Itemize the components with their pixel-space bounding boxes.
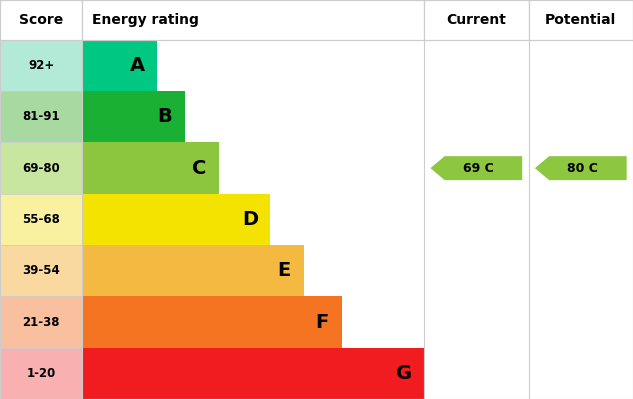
Text: Score: Score xyxy=(19,13,63,27)
Text: 69-80: 69-80 xyxy=(22,162,60,175)
Text: A: A xyxy=(130,56,145,75)
Text: 81-91: 81-91 xyxy=(22,111,60,123)
Bar xyxy=(529,0,633,40)
Bar xyxy=(424,0,529,40)
Bar xyxy=(82,348,424,399)
Polygon shape xyxy=(535,156,627,180)
Bar xyxy=(82,0,424,40)
Text: 55-68: 55-68 xyxy=(22,213,60,226)
Bar xyxy=(82,194,270,245)
Text: G: G xyxy=(396,364,412,383)
Bar xyxy=(0,296,82,348)
Text: Potential: Potential xyxy=(545,13,617,27)
Text: Current: Current xyxy=(446,13,506,27)
Bar xyxy=(82,142,219,194)
Text: 1-20: 1-20 xyxy=(27,367,56,380)
Bar xyxy=(0,194,82,245)
Bar xyxy=(0,0,82,40)
Text: C: C xyxy=(192,159,206,178)
Bar xyxy=(0,40,82,91)
Text: B: B xyxy=(157,107,172,126)
Bar xyxy=(0,245,82,296)
Bar xyxy=(82,245,304,296)
Bar xyxy=(82,91,185,142)
Text: E: E xyxy=(278,261,291,280)
Polygon shape xyxy=(430,156,522,180)
Bar xyxy=(0,348,82,399)
Text: 69 C: 69 C xyxy=(463,162,494,175)
Text: 92+: 92+ xyxy=(28,59,54,72)
Bar xyxy=(82,40,158,91)
Bar xyxy=(0,142,82,194)
Bar xyxy=(82,296,342,348)
Text: 21-38: 21-38 xyxy=(22,316,60,328)
Text: 80 C: 80 C xyxy=(567,162,598,175)
Text: D: D xyxy=(242,210,258,229)
Text: Energy rating: Energy rating xyxy=(92,13,199,27)
Bar xyxy=(0,91,82,142)
Text: 39-54: 39-54 xyxy=(22,264,60,277)
Text: F: F xyxy=(315,312,329,332)
